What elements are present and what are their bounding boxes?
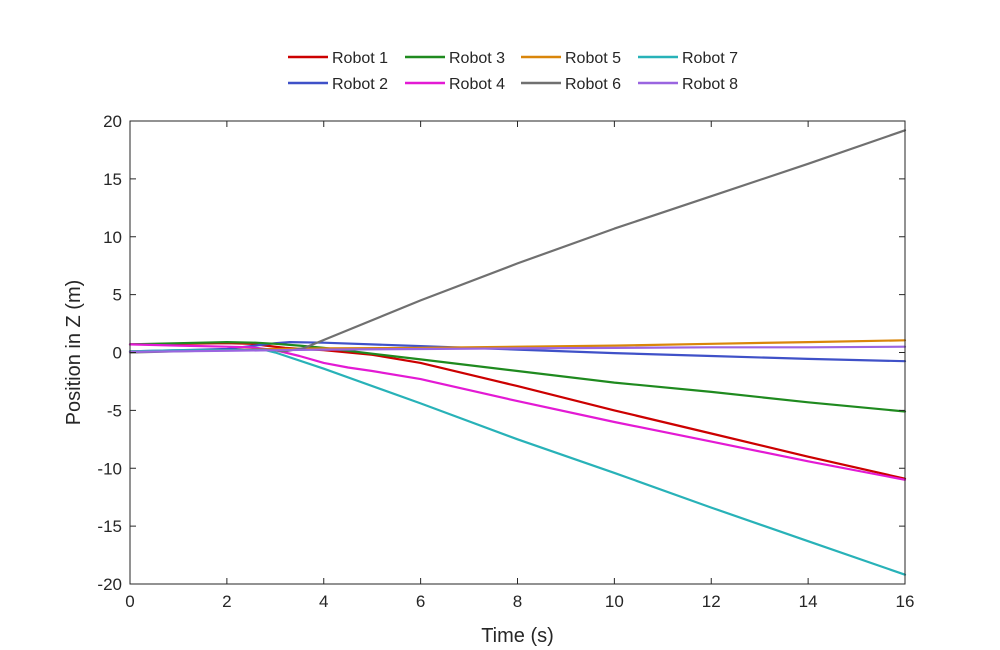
y-tick-label: 0 [113,344,122,363]
legend-label: Robot 8 [682,76,738,93]
x-tick-label: 14 [799,592,818,611]
x-tick-label: 4 [319,592,328,611]
legend-label: Robot 1 [332,50,388,67]
y-tick-label: -20 [97,575,122,594]
series-line-1 [128,342,907,480]
x-tick-label: 10 [605,592,624,611]
legend-label: Robot 6 [565,76,621,93]
legend-label: Robot 2 [332,76,388,93]
x-axis-label: Time (s) [481,625,554,647]
y-tick-label: 5 [113,286,122,305]
series-layer [128,129,907,576]
y-tick-label: -10 [97,459,122,478]
y-tick-label: -5 [107,401,122,420]
x-tick-label: 2 [222,592,231,611]
legend: Robot 1 Robot 2 Robot 3 Robot 4 Robot 5 Robot… [280,43,750,97]
x-tick-label: 16 [896,592,915,611]
y-tick-label: -15 [97,517,122,536]
y-tick-label: 10 [103,228,122,247]
x-tick-label: 6 [416,592,425,611]
legend-label: Robot 7 [682,50,738,67]
y-tick-label: 15 [103,170,122,189]
x-tick-label: 12 [702,592,721,611]
x-tick-label: 0 [125,592,134,611]
tick-labels: 0 2 4 6 8 10 12 14 16 -20 -15 -10 -5 0 5 10 15 20 [97,112,914,611]
y-axis-label: Position in Z (m) [63,280,85,426]
series-line-8 [128,345,907,353]
legend-label: Robot 4 [449,76,505,93]
series-line-3 [128,341,907,413]
legend-label: Robot 5 [565,50,621,67]
x-tick-label: 8 [513,592,522,611]
series-line-4 [128,343,907,481]
legend-label: Robot 3 [449,50,505,67]
y-tick-label: 20 [103,112,122,131]
axes [129,120,906,585]
